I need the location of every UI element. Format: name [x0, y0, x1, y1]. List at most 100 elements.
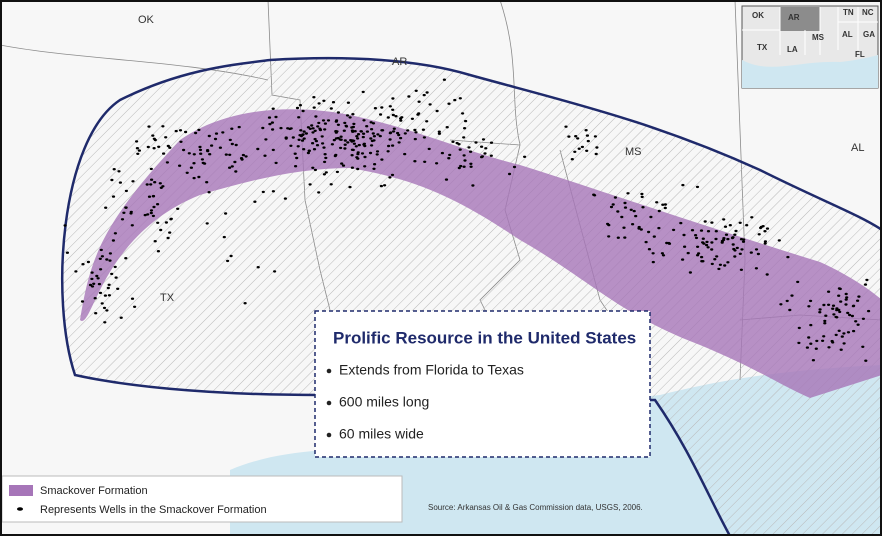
well — [175, 130, 178, 132]
well — [689, 271, 692, 273]
well — [176, 208, 179, 210]
legend: Smackover Formation Represents Wells in … — [2, 476, 402, 522]
well — [702, 238, 705, 240]
well — [839, 300, 842, 302]
well — [862, 318, 865, 320]
well — [363, 165, 366, 167]
well — [513, 166, 516, 168]
well — [197, 176, 200, 178]
well — [146, 183, 149, 185]
well — [286, 127, 289, 129]
well — [418, 101, 421, 103]
well — [664, 207, 667, 209]
well — [612, 203, 615, 205]
well — [317, 122, 320, 124]
well — [865, 279, 868, 281]
well — [739, 253, 742, 255]
state-label: TX — [160, 292, 175, 304]
well — [649, 216, 652, 218]
well — [206, 149, 209, 151]
well — [724, 226, 727, 228]
well — [616, 210, 619, 212]
well — [308, 150, 311, 152]
well — [313, 106, 316, 108]
well — [809, 300, 812, 302]
well — [624, 206, 627, 208]
well — [108, 294, 111, 296]
well — [695, 237, 698, 239]
well — [707, 230, 710, 232]
well — [687, 252, 690, 254]
well — [835, 334, 838, 336]
well — [350, 140, 353, 142]
well — [302, 148, 305, 150]
well — [682, 234, 685, 236]
well — [131, 224, 134, 226]
well — [399, 119, 402, 121]
well — [652, 261, 655, 263]
well — [790, 294, 793, 296]
well — [867, 310, 870, 312]
well — [170, 218, 173, 220]
well — [299, 129, 302, 131]
well — [228, 167, 231, 169]
well — [827, 304, 830, 306]
well — [228, 154, 231, 156]
well — [358, 144, 361, 146]
well — [435, 162, 438, 164]
well — [723, 264, 726, 266]
well — [710, 248, 713, 250]
well — [224, 212, 227, 214]
well — [448, 154, 451, 156]
well — [838, 287, 841, 289]
legend-swatch — [17, 507, 23, 511]
well — [356, 137, 359, 139]
well — [462, 136, 465, 138]
well — [387, 145, 390, 147]
well — [223, 236, 226, 238]
well — [152, 215, 155, 217]
well — [312, 96, 315, 98]
well — [387, 116, 390, 118]
well — [463, 154, 466, 156]
well — [841, 335, 844, 337]
well — [469, 163, 472, 165]
well — [725, 234, 728, 236]
inset-label: NC — [862, 8, 874, 17]
well — [429, 103, 432, 105]
well — [857, 324, 860, 326]
well — [351, 167, 354, 169]
well — [112, 239, 115, 241]
well — [323, 128, 326, 130]
well — [362, 91, 365, 93]
well — [415, 90, 418, 92]
well — [208, 153, 211, 155]
well — [614, 196, 617, 198]
well — [380, 129, 383, 131]
well — [835, 316, 838, 318]
inset-label: TX — [757, 43, 768, 52]
well — [355, 156, 358, 158]
well — [289, 145, 292, 147]
state-label: MS — [625, 146, 642, 158]
well — [595, 153, 598, 155]
well — [262, 191, 265, 193]
well — [87, 261, 90, 263]
well — [94, 312, 97, 314]
well — [459, 148, 462, 150]
well — [133, 306, 136, 308]
well — [594, 135, 597, 137]
well — [153, 181, 156, 183]
well — [387, 150, 390, 152]
well — [854, 320, 857, 322]
well — [129, 212, 132, 214]
well — [831, 308, 834, 310]
well — [178, 165, 181, 167]
well — [710, 221, 713, 223]
well — [199, 153, 202, 155]
well — [581, 146, 584, 148]
well — [376, 133, 379, 135]
well — [230, 255, 233, 257]
well — [447, 157, 450, 159]
well — [226, 260, 229, 262]
